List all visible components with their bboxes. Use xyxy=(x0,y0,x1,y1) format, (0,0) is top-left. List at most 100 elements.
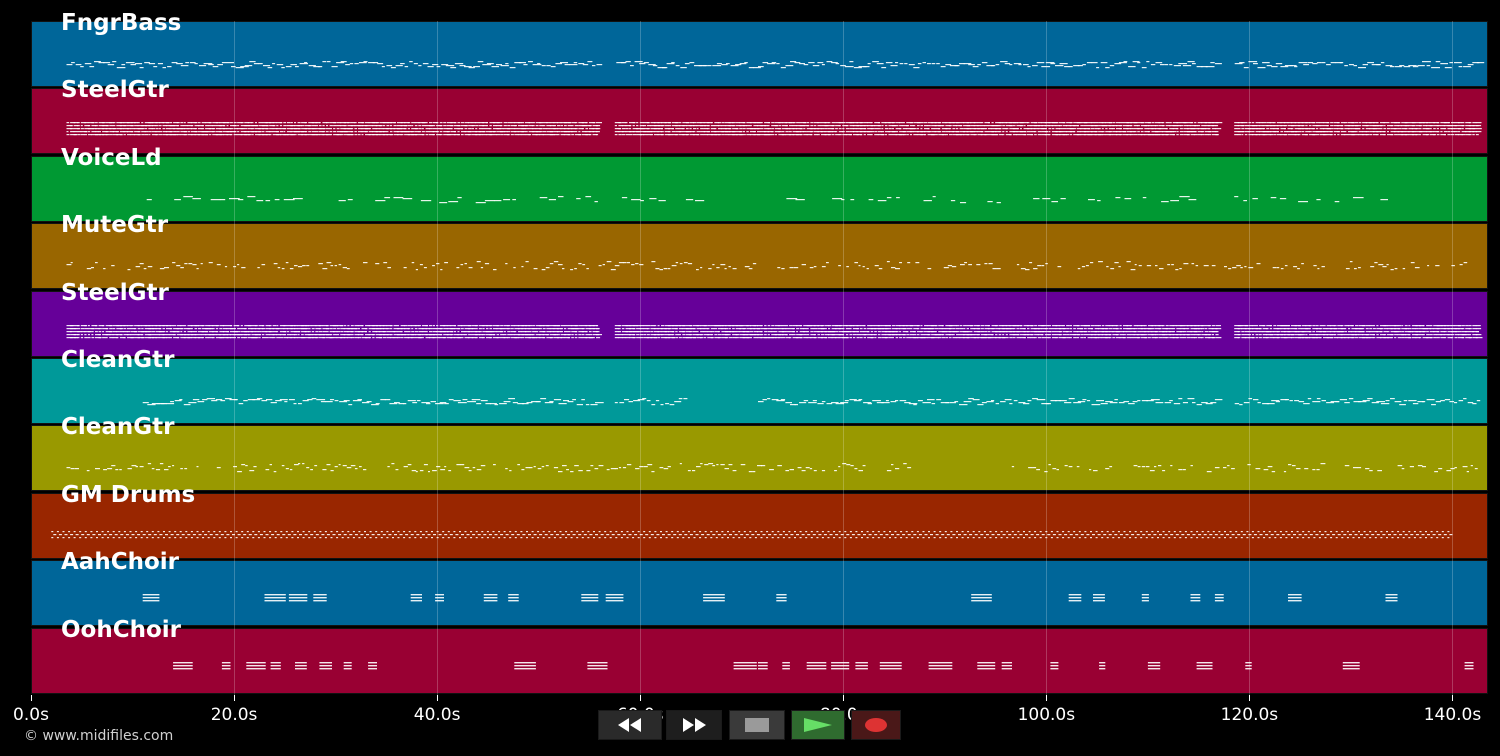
note-mark xyxy=(1158,334,1165,336)
note-mark xyxy=(934,337,940,339)
note-mark xyxy=(945,125,951,127)
note-mark xyxy=(1076,334,1080,336)
note-mark xyxy=(1297,268,1300,270)
note-mark xyxy=(959,331,967,333)
note-mark xyxy=(1472,334,1478,336)
note-mark xyxy=(446,328,454,330)
note-mark xyxy=(1108,125,1115,127)
note-mark xyxy=(874,131,878,133)
note-mark xyxy=(1308,331,1312,333)
note-mark xyxy=(532,131,539,133)
note-mark xyxy=(389,128,396,130)
note-mark xyxy=(254,325,258,327)
note-mark xyxy=(1190,465,1193,467)
note-mark xyxy=(1169,122,1172,124)
note-mark xyxy=(112,134,119,136)
note-mark xyxy=(845,134,852,136)
note-mark xyxy=(436,466,441,468)
note-mark xyxy=(489,134,494,136)
note-mark xyxy=(468,331,473,333)
note-mark xyxy=(1415,131,1422,133)
note-mark xyxy=(194,331,198,333)
note-mark xyxy=(1130,325,1133,327)
note-mark xyxy=(1151,334,1156,336)
note-mark xyxy=(1266,331,1272,333)
note-mark xyxy=(1205,403,1213,405)
note-mark xyxy=(902,337,906,339)
note-mark xyxy=(1108,128,1113,130)
track-lane[interactable]: GM Drums xyxy=(31,482,1488,559)
note-mark xyxy=(596,125,601,127)
track-lane[interactable]: CleanGtr xyxy=(31,414,1488,491)
note-mark xyxy=(240,66,249,68)
note-mark xyxy=(347,128,353,130)
note-mark xyxy=(215,125,222,127)
note-mark xyxy=(126,128,131,130)
note-mark xyxy=(1308,325,1312,327)
note-mark xyxy=(400,325,405,327)
note-mark xyxy=(222,122,230,124)
note-mark xyxy=(863,328,867,330)
note-mark xyxy=(484,263,490,265)
track-lane[interactable]: VoiceLd xyxy=(31,145,1488,222)
track-lane[interactable]: SteelGtr xyxy=(31,77,1488,154)
note-mark xyxy=(1298,328,1303,330)
track-lane[interactable]: MuteGtr xyxy=(31,212,1488,289)
note-mark xyxy=(888,334,895,336)
note-mark xyxy=(166,334,171,336)
note-mark xyxy=(689,62,695,64)
track-lane[interactable]: FngrBass xyxy=(31,10,1488,87)
note-mark xyxy=(528,331,532,333)
note-mark xyxy=(625,125,631,127)
track-lane[interactable]: CleanGtr xyxy=(31,347,1488,424)
note-mark xyxy=(1094,125,1099,127)
note-mark xyxy=(446,122,453,124)
note-mark xyxy=(585,404,590,406)
note-mark xyxy=(714,134,722,136)
note-mark xyxy=(542,134,547,136)
note-mark xyxy=(831,334,836,336)
note-mark xyxy=(1344,331,1347,333)
note-mark xyxy=(436,128,443,130)
note-mark xyxy=(372,328,379,330)
note-mark xyxy=(1155,62,1163,64)
note-mark xyxy=(596,337,601,339)
note-mark xyxy=(429,131,435,133)
note-mark xyxy=(972,66,979,68)
note-mark xyxy=(262,331,267,333)
note-mark xyxy=(625,134,630,136)
note-mark xyxy=(1105,331,1110,333)
note-mark xyxy=(1041,403,1050,405)
note-mark xyxy=(799,325,802,327)
note-mark xyxy=(1358,267,1361,269)
note-mark xyxy=(574,331,578,333)
note-mark xyxy=(639,128,645,130)
note-mark xyxy=(1262,134,1267,136)
track-lane[interactable]: OohChoir xyxy=(31,617,1488,694)
note-mark xyxy=(1055,331,1062,333)
note-mark xyxy=(1397,122,1400,124)
note-mark xyxy=(707,65,712,67)
note-mark xyxy=(803,64,809,66)
note-mark xyxy=(662,67,668,69)
note-mark xyxy=(1187,122,1193,124)
note-mark xyxy=(760,325,763,327)
note-mark xyxy=(817,128,822,130)
note-mark xyxy=(446,131,449,133)
note-mark xyxy=(256,200,264,202)
note-mark xyxy=(116,331,120,333)
note-mark xyxy=(549,331,555,333)
note-mark xyxy=(1005,337,1009,339)
note-mark xyxy=(973,328,980,330)
note-mark xyxy=(852,325,859,327)
note-mark xyxy=(148,134,151,136)
note-mark xyxy=(725,328,729,330)
note-mark xyxy=(91,122,94,124)
track-lane[interactable]: SteelGtr xyxy=(31,280,1488,357)
note-mark xyxy=(1408,131,1415,133)
note-mark xyxy=(835,128,838,130)
note-mark xyxy=(973,128,980,130)
note-mark xyxy=(315,334,322,336)
track-lane[interactable]: AahChoir xyxy=(31,549,1488,626)
note-mark xyxy=(685,131,691,133)
